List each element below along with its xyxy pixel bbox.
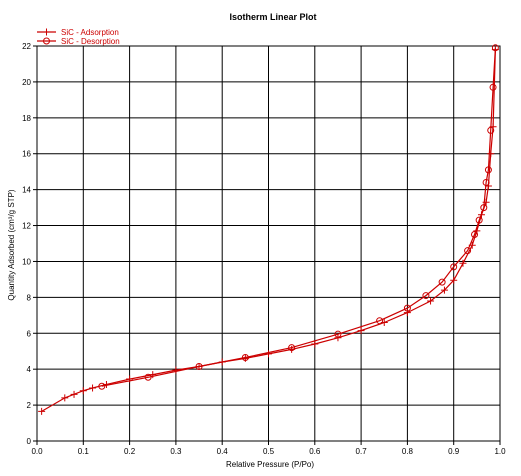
desorption-point (288, 344, 296, 352)
x-tick-label: 0.0 (31, 447, 43, 456)
desorption-point (144, 373, 152, 381)
desorption-point (480, 204, 488, 212)
x-tick-label: 0.4 (217, 447, 229, 456)
adsorption-point (311, 340, 319, 348)
desorption-point (471, 231, 479, 239)
x-tick-label: 1.0 (494, 447, 506, 456)
y-tick-label: 18 (22, 114, 31, 123)
y-tick-label: 2 (27, 401, 32, 410)
x-tick-label: 0.6 (309, 447, 321, 456)
desorption-point (450, 263, 458, 271)
x-tick-label: 0.3 (170, 447, 182, 456)
y-tick-label: 8 (27, 293, 32, 302)
y-axis-label: Quantity Adsorbed (cm³/g STP) (7, 189, 16, 300)
desorption-point (489, 83, 497, 91)
x-tick-label: 0.7 (356, 447, 368, 456)
x-tick-label: 0.2 (124, 447, 136, 456)
desorption-point (491, 44, 499, 52)
desorption-point (422, 292, 430, 300)
y-tick-label: 6 (27, 329, 32, 338)
x-tick-label: 0.1 (78, 447, 90, 456)
desorption-point (438, 278, 446, 286)
desorption-point (487, 126, 495, 134)
legend-marker-circle (43, 37, 50, 45)
y-tick-label: 14 (22, 186, 31, 195)
y-tick-label: 12 (22, 222, 31, 231)
adsorption-point (440, 286, 448, 294)
adsorption-point (70, 390, 78, 398)
desorption-point (98, 382, 106, 390)
adsorption-point (38, 407, 46, 415)
series-layer (38, 44, 499, 415)
adsorption-point (79, 387, 87, 395)
y-tick-label: 22 (22, 42, 31, 51)
y-tick-label: 4 (27, 365, 32, 374)
desorption-point (482, 178, 490, 186)
adsorption-point (61, 394, 69, 402)
desorption-point (241, 354, 249, 362)
adsorption-point (487, 150, 495, 158)
y-tick-label: 0 (27, 437, 32, 446)
legend-label: SiC - Adsorption (61, 28, 119, 37)
chart-title: Isotherm Linear Plot (229, 12, 316, 22)
adsorption-point (459, 259, 467, 267)
desorption-point (334, 330, 342, 338)
adsorption-point (334, 334, 342, 342)
desorption-point (484, 166, 492, 174)
y-tick-label: 20 (22, 78, 31, 87)
x-tick-label: 0.8 (402, 447, 414, 456)
desorption-point (195, 362, 203, 370)
adsorption-point (265, 350, 272, 358)
x-axis-label: Relative Pressure (P/Po) (226, 460, 314, 469)
adsorption-point (403, 309, 411, 317)
desorption-point (475, 216, 483, 224)
y-tick-label: 16 (22, 150, 31, 159)
desorption-point (376, 317, 384, 325)
plot-frame (36, 45, 501, 442)
desorption-point (403, 304, 411, 312)
series-line-circle (101, 47, 496, 387)
legend-label: SiC - Desorption (61, 37, 120, 46)
adsorption-point (427, 297, 435, 305)
y-tick-label: 10 (22, 257, 31, 266)
adsorption-point (450, 276, 458, 284)
x-tick-label: 0.5 (263, 447, 275, 456)
adsorption-point (357, 327, 365, 335)
legend-marker-plus (43, 28, 50, 36)
axes-layer: 0.0 0.1 0.2 0.3 0.4 0.5 0.6 0.7 0.8 0.9 1.0 0 2 4 6 8 10… (22, 42, 506, 456)
desorption-point (464, 247, 472, 255)
adsorption-point (172, 366, 180, 374)
adsorption-point (89, 384, 97, 392)
x-tick-label: 0.9 (448, 447, 460, 456)
